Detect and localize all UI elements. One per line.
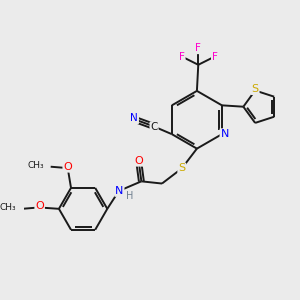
Text: F: F [179,52,185,61]
Text: CH₃: CH₃ [28,161,45,170]
Text: C: C [150,122,158,132]
Text: CH₃: CH₃ [0,203,16,212]
Text: F: F [195,43,201,53]
Text: O: O [35,201,44,211]
Text: N: N [130,113,138,123]
Text: N: N [115,186,124,196]
Text: H: H [126,191,133,201]
Text: S: S [252,84,259,94]
Text: S: S [178,164,185,173]
Text: N: N [220,129,229,139]
Text: O: O [134,156,143,166]
Text: O: O [63,162,72,172]
Text: F: F [212,52,218,61]
